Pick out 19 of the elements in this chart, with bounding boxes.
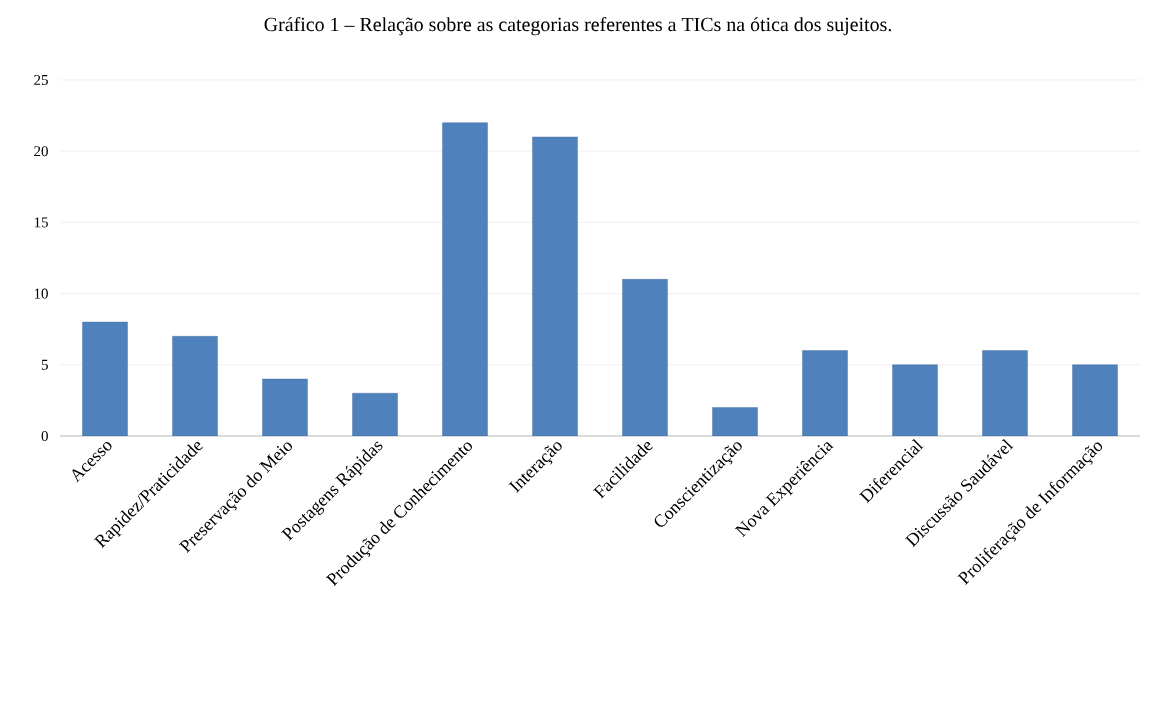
bar: [532, 136, 578, 436]
y-tick-label: 20: [34, 146, 48, 157]
y-tick-label: 10: [34, 288, 48, 299]
y-tick-label: 0: [41, 430, 48, 442]
bar: [622, 279, 668, 436]
bar: [352, 393, 398, 436]
y-tick-label: 5: [41, 359, 48, 370]
bar: [892, 364, 938, 436]
bar: [982, 350, 1028, 436]
y-tick-label: 25: [34, 74, 48, 85]
bar: [262, 378, 308, 436]
bar: [442, 122, 488, 436]
bar: [172, 336, 218, 436]
bar: [712, 407, 758, 436]
bar: [1072, 364, 1118, 436]
bar: [802, 350, 848, 436]
chart-title: Gráfico 1 – Relação sobre as categorias referentes a TICs na ótica dos sujeitos.: [264, 16, 892, 36]
bar: [82, 321, 128, 436]
y-tick-label: 15: [34, 217, 48, 228]
